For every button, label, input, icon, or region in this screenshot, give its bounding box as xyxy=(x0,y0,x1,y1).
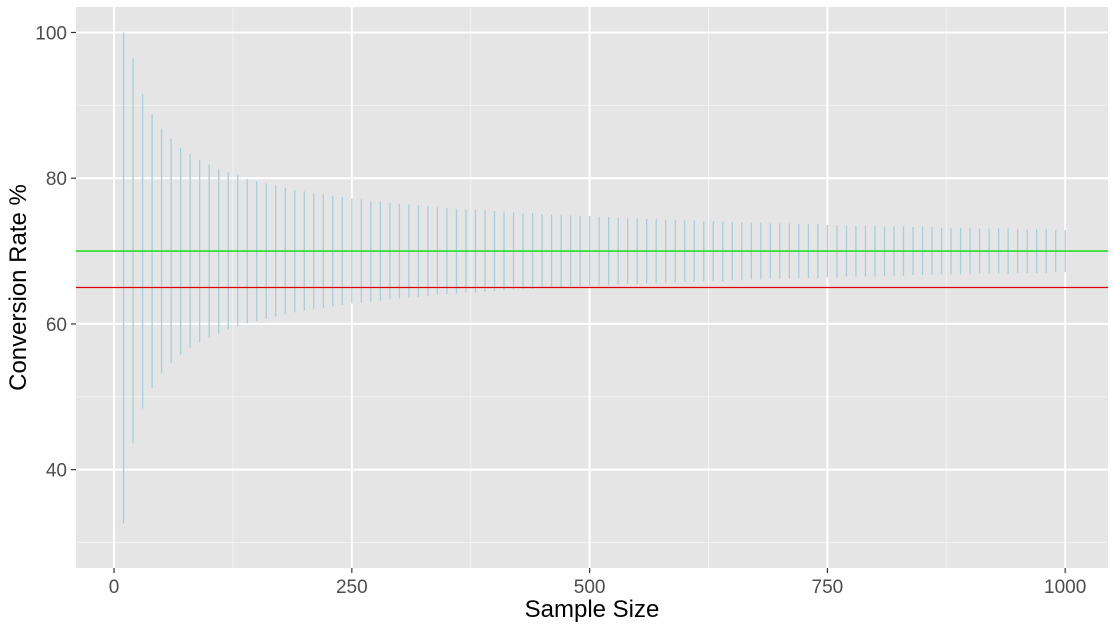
y-tick-label: 100 xyxy=(35,24,67,45)
x-tick-label: 1000 xyxy=(1044,577,1086,598)
x-tick-label: 500 xyxy=(574,577,606,598)
x-tick-label: 250 xyxy=(336,577,368,598)
x-tick-labels: 0 250 500 750 1000 xyxy=(109,577,1087,598)
y-tick-label: 60 xyxy=(46,315,67,336)
x-tick-label: 0 xyxy=(109,577,120,598)
y-tick-label: 40 xyxy=(46,461,67,482)
reference-lines xyxy=(76,250,1108,289)
axis-ticks xyxy=(71,31,1066,573)
y-axis-title: Conversion Rate % xyxy=(5,184,32,391)
x-axis-title: Sample Size xyxy=(525,596,660,623)
y-tick-labels: 40 60 80 100 xyxy=(35,24,67,482)
x-tick-label: 750 xyxy=(812,577,844,598)
y-tick-label: 80 xyxy=(46,169,67,190)
